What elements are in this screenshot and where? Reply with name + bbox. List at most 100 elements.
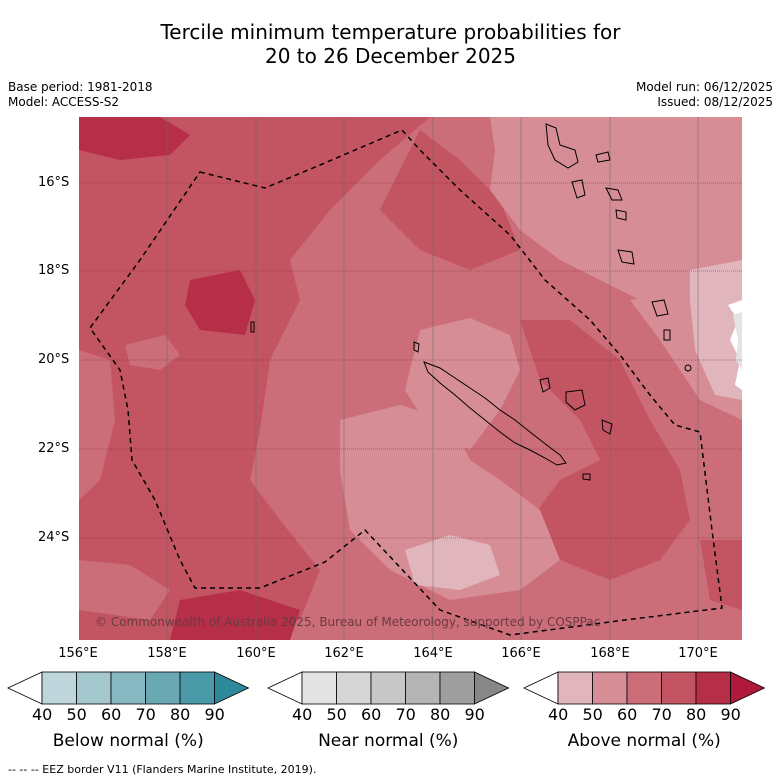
region-80-90-south [170,590,300,640]
region-80-90-patch [185,270,255,335]
region-70-80-southeast [700,540,742,610]
vanuatu-malekula [571,179,586,199]
region-60-70-southwest [79,560,170,620]
copyright-notice: © Commonwealth of Australia 2025, Bureau… [95,615,601,629]
region-40-50-south [405,535,500,590]
vanuatu-erromango [617,249,635,265]
colorbar-segment [626,671,662,705]
region-near-normal-grey [733,312,742,370]
colorbar-below [7,671,250,705]
colorbar-above [523,671,766,705]
lon-label-162E: 162°E [324,646,364,661]
loyalty-island-1 [539,377,551,393]
colorbar-segment [179,671,215,705]
colorbar-extend-low [523,671,559,705]
colorbar-tick-label: 40 [32,705,53,724]
colorbar-segment [695,671,731,705]
isle-of-pines [582,473,591,481]
lon-label-158E: 158°E [147,646,187,661]
loyalty-island-3 [601,419,613,435]
vanuatu-island-b [605,187,623,201]
vanuatu-espiritu-santo [545,123,579,169]
region-50-60-south-central [340,405,560,600]
region-60-70-small [125,335,180,370]
lat-label-18S: 18°S [38,263,70,278]
colorbar-tick-label: 60 [617,705,638,724]
model-name: Model: ACCESS-S2 [8,95,120,109]
colorbar-extend-high [730,671,766,705]
region-60-70-west-edge [79,350,115,500]
colorbar-tick-label: 50 [66,705,87,724]
meridians [166,117,699,640]
colorbar-tick-label: 80 [430,705,451,724]
new-caledonia-coastline [423,361,567,466]
vanuatu-efate [615,209,627,221]
meta-left: Base period: 1981-2018 Model: ACCESS-S2 [8,80,153,110]
colorbar-extend-low [267,671,303,705]
colorbar-title: Near normal (%) [318,731,459,751]
colorbar-segment [592,671,628,705]
colorbar-segment [557,671,593,705]
colorbar-segment [145,671,181,705]
belep-island [413,341,420,353]
colorbar-tick-label: 40 [548,705,569,724]
lat-label-16S: 16°S [38,175,70,190]
colorbar-segment [76,671,112,705]
colorbar-tick-label: 90 [204,705,225,724]
eez-border [89,129,723,636]
colorbar-tick-label: 80 [686,705,707,724]
colorbar-segment [405,671,441,705]
colorbar-title: Below normal (%) [52,731,204,751]
colorbar-extend-high [214,671,250,705]
region-80-90-northwest [79,117,190,160]
eez-footnote: -- -- -- EEZ border V11 (Flanders Marine… [8,763,317,776]
lon-label-170E: 170°E [678,646,718,661]
vanuatu-island-a [595,151,611,163]
colorbar-segment [661,671,697,705]
region-70-80-east [520,320,690,580]
colorbar-tick-label: 50 [326,705,347,724]
loyalty-island-2 [565,389,586,411]
lat-label-24S: 24°S [38,530,70,545]
lon-label-156E: 156°E [58,646,98,661]
graticule [79,182,742,539]
colorbar-tick-label: 50 [582,705,603,724]
issued-date: Issued: 08/12/2025 [657,95,773,109]
map-title-line-2: 20 to 26 December 2025 [264,44,516,68]
colorbar-tick-label: 70 [395,705,416,724]
base-period: Base period: 1981-2018 [8,80,153,94]
chesterfield-island [250,321,255,333]
lon-label-160E: 160°E [236,646,276,661]
model-run: Model run: 06/12/2025 [635,80,773,94]
meta-right: Model run: 06/12/2025 Issued: 08/12/2025 [636,80,773,110]
colorbar-tick-label: 70 [135,705,156,724]
lon-label-168E: 168°E [590,646,630,661]
lat-label-22S: 22°S [38,441,70,456]
map-title-line-1: Tercile minimum temperature probabilitie… [160,20,621,44]
colorbar-title: Above normal (%) [567,731,721,751]
colorbar-segment [370,671,406,705]
region-70-80-central [380,130,520,270]
colorbar-tick-label: 40 [292,705,313,724]
colorbar-tick-label: 60 [101,705,122,724]
region-50-60-northeast [490,117,742,300]
colorbar-extend-high [474,671,510,705]
colorbar-tick-label: 70 [651,705,672,724]
colorbar-tick-label: 60 [361,705,382,724]
colorbar-extend-low [7,671,43,705]
colorbar-segment [439,671,475,705]
colorbar-tick-label: 90 [464,705,485,724]
colorbar-tick-label: 90 [720,705,741,724]
colorbar-segment [301,671,337,705]
colorbar-segment [110,671,146,705]
matthew-island [684,364,692,372]
colorbar-segment [41,671,77,705]
vanuatu-aneityum [663,329,671,341]
colorbar-tick-label: 80 [170,705,191,724]
lon-label-166E: 166°E [501,646,541,661]
colorbar-segment [336,671,372,705]
probability-map [79,117,742,640]
colorbar-near [267,671,510,705]
lat-label-20S: 20°S [38,352,70,367]
